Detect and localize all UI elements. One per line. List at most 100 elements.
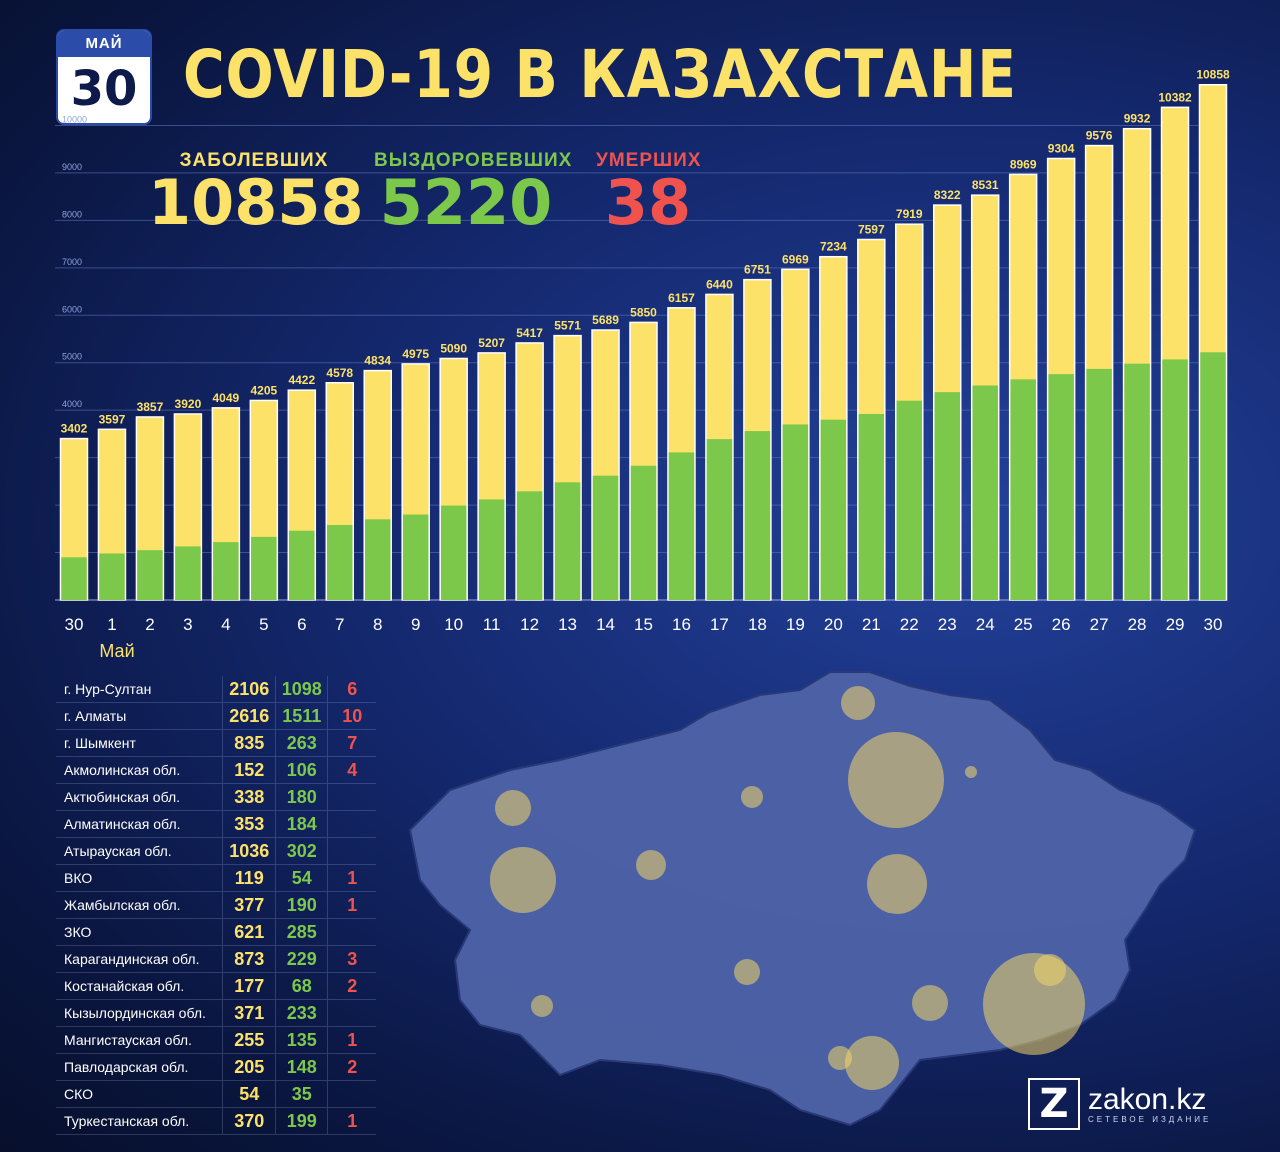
region-deaths bbox=[327, 1081, 376, 1107]
recovered-bar bbox=[1086, 368, 1112, 600]
region-table: г. Нур-Султан 2106 1098 6 г. Алматы 2616 1511 1… bbox=[56, 676, 376, 1135]
recovered-bar bbox=[61, 557, 87, 600]
recovered-bar bbox=[213, 542, 239, 600]
region-name: ЗКО bbox=[64, 924, 92, 940]
recovered-value: 5220 bbox=[379, 166, 553, 239]
x-tick-label: 13 bbox=[558, 615, 577, 634]
recovered-bar bbox=[137, 550, 163, 600]
x-tick-label: 9 bbox=[411, 615, 420, 634]
logo-subtitle: СЕТЕВОЕ ИЗДАНИЕ bbox=[1088, 1114, 1212, 1124]
recovered-stat: ВЫЗДОРОВЕВШИХ 5220 bbox=[374, 150, 573, 239]
bar-value-label: 10382 bbox=[1158, 90, 1192, 104]
date-badge: МАЙ 30 bbox=[56, 29, 152, 125]
table-row: ЗКО 621 285 bbox=[56, 919, 376, 946]
region-bubble bbox=[965, 766, 977, 778]
x-tick-label: 1 bbox=[107, 615, 116, 634]
recovered-bar bbox=[99, 553, 125, 600]
month-label: Май bbox=[99, 641, 134, 661]
region-recovered: 199 bbox=[274, 1108, 328, 1134]
region-recovered: 148 bbox=[274, 1054, 328, 1080]
region-bubble bbox=[636, 850, 666, 880]
table-row: г. Алматы 2616 1511 10 bbox=[56, 703, 376, 730]
region-cases: 119 bbox=[222, 865, 275, 891]
cases-value: 10858 bbox=[148, 166, 364, 239]
recovered-bar bbox=[972, 385, 998, 600]
region-recovered: 1098 bbox=[274, 676, 328, 702]
region-name: Карагандинская обл. bbox=[64, 951, 200, 967]
bar-value-label: 8969 bbox=[1010, 157, 1037, 171]
x-tick-label: 25 bbox=[1014, 615, 1033, 634]
table-row: Акмолинская обл. 152 106 4 bbox=[56, 757, 376, 784]
region-recovered: 180 bbox=[274, 784, 328, 810]
x-tick-label: 7 bbox=[335, 615, 344, 634]
region-deaths: 3 bbox=[327, 946, 376, 972]
zakon-logo: Z zakon.kz СЕТЕВОЕ ИЗДАНИЕ bbox=[1028, 1078, 1211, 1130]
bar-value-label: 5571 bbox=[554, 319, 581, 333]
region-deaths: 1 bbox=[327, 892, 376, 918]
x-tick-label: 28 bbox=[1128, 615, 1147, 634]
region-name: Кызылординская обл. bbox=[64, 1005, 206, 1021]
region-cases: 255 bbox=[222, 1027, 275, 1053]
recovered-bar bbox=[668, 452, 695, 600]
region-recovered: 285 bbox=[274, 919, 328, 945]
region-bubble bbox=[734, 959, 760, 985]
region-recovered: 35 bbox=[274, 1081, 328, 1107]
table-row: ВКО 119 54 1 bbox=[56, 865, 376, 892]
recovered-bar bbox=[592, 475, 619, 600]
region-deaths: 7 bbox=[327, 730, 376, 756]
bar-value-label: 5417 bbox=[516, 326, 543, 340]
y-tick-label: 4000 bbox=[62, 399, 82, 409]
bar-value-label: 8322 bbox=[934, 188, 961, 202]
x-tick-label: 8 bbox=[373, 615, 382, 634]
region-deaths bbox=[327, 1000, 376, 1026]
table-row: Актюбинская обл. 338 180 bbox=[56, 784, 376, 811]
x-tick-label: 24 bbox=[976, 615, 995, 634]
y-tick-label: 5000 bbox=[62, 352, 82, 362]
recovered-bar bbox=[1124, 363, 1150, 600]
region-deaths: 1 bbox=[327, 1108, 376, 1134]
region-deaths: 4 bbox=[327, 757, 376, 783]
region-name: Жамбылская обл. bbox=[64, 897, 181, 913]
bar-value-label: 4049 bbox=[213, 391, 240, 405]
recovered-bar bbox=[327, 525, 353, 600]
region-cases: 205 bbox=[222, 1054, 275, 1080]
region-recovered: 229 bbox=[274, 946, 328, 972]
table-row: Костанайская обл. 177 68 2 bbox=[56, 973, 376, 1000]
bar-value-label: 3597 bbox=[99, 412, 126, 426]
x-tick-label: 22 bbox=[900, 615, 919, 634]
bar-value-label: 3920 bbox=[175, 397, 202, 411]
region-recovered: 184 bbox=[274, 811, 328, 837]
bar-value-label: 5850 bbox=[630, 305, 657, 319]
table-row: Жамбылская обл. 377 190 1 bbox=[56, 892, 376, 919]
region-name: Акмолинская обл. bbox=[64, 762, 181, 778]
y-tick-label: 6000 bbox=[62, 304, 82, 314]
recovered-label: ВЫЗДОРОВЕВШИХ bbox=[374, 150, 573, 171]
recovered-bar bbox=[402, 514, 429, 600]
region-deaths bbox=[327, 811, 376, 837]
recovered-bar bbox=[478, 499, 505, 600]
region-bubble bbox=[741, 786, 763, 808]
recovered-bar bbox=[706, 439, 733, 600]
region-recovered: 233 bbox=[274, 1000, 328, 1026]
table-row: СКО 54 35 bbox=[56, 1081, 376, 1108]
cases-stat: ЗАБОЛЕВШИХ 10858 bbox=[148, 150, 364, 239]
region-cases: 54 bbox=[222, 1081, 275, 1107]
x-tick-label: 20 bbox=[824, 615, 843, 634]
region-recovered: 54 bbox=[274, 865, 328, 891]
table-row: г. Нур-Султан 2106 1098 6 bbox=[56, 676, 376, 703]
recovered-bar bbox=[934, 392, 960, 600]
bar-value-label: 4578 bbox=[326, 366, 353, 380]
region-name: Мангистауская обл. bbox=[64, 1032, 192, 1048]
region-cases: 377 bbox=[222, 892, 275, 918]
recovered-bar bbox=[1010, 379, 1036, 600]
region-bubble bbox=[867, 854, 927, 914]
bar-value-label: 10858 bbox=[1196, 68, 1230, 82]
table-row: Павлодарская обл. 205 148 2 bbox=[56, 1054, 376, 1081]
region-bubble bbox=[495, 790, 531, 826]
recovered-bar bbox=[820, 419, 847, 600]
x-tick-label: 30 bbox=[65, 615, 84, 634]
y-tick-label: 10000 bbox=[62, 114, 87, 124]
recovered-bar bbox=[858, 413, 885, 600]
region-bubble bbox=[848, 732, 944, 828]
